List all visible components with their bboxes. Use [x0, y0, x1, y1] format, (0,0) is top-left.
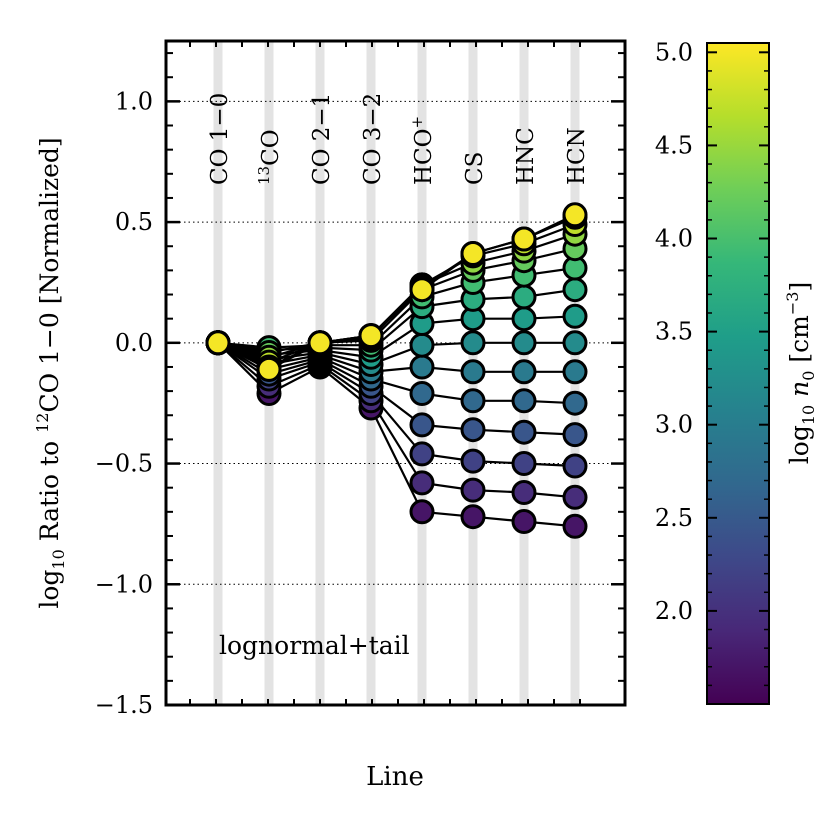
- data-point: [460, 330, 486, 356]
- category-label: HNC: [513, 127, 539, 185]
- colorbar-label: log10 n0 [cm−3]: [783, 282, 818, 464]
- data-point: [460, 417, 486, 443]
- colorbar-tick-label: 2.5: [655, 504, 693, 532]
- y-tick-label: 1.0: [115, 87, 153, 115]
- category-label: HCN: [564, 127, 590, 185]
- y-tick-label: −1.0: [95, 570, 153, 598]
- data-point: [409, 441, 435, 467]
- data-point: [460, 241, 486, 266]
- data-point: [409, 499, 435, 525]
- colorbar-tick-label: 3.5: [655, 318, 693, 346]
- data-point: [511, 284, 537, 310]
- data-point: [409, 381, 435, 406]
- data-point: [511, 509, 537, 534]
- x-axis-label: Line: [366, 762, 424, 792]
- colorbar-ticks: 2.0 2.5 3.0 3.5 4.0 4.5 5.0: [655, 38, 769, 687]
- data-point: [562, 422, 588, 448]
- data-point: [256, 356, 282, 382]
- colorbar: 2.0 2.5 3.0 3.5 4.0 4.5 5.0 log10 n0 [cm−3]: [655, 38, 818, 705]
- data-point: [511, 451, 537, 476]
- data-point: [511, 359, 537, 385]
- data-point: [460, 388, 486, 414]
- colorbar-tick-label: 5.0: [655, 38, 693, 66]
- data-point: [409, 412, 435, 438]
- y-axis-label: log10 Ratio to 12CO 1−0 [Normalized]: [33, 137, 68, 608]
- data-point: [358, 323, 384, 349]
- y-axis: 1.0 0.5 0.0 −0.5 −1.0 −1.5: [95, 41, 625, 719]
- y-axis-label-text: log10 Ratio to 12CO 1−0 [Normalized]: [33, 137, 68, 608]
- data-point: [460, 477, 486, 503]
- y-tick-label: −1.5: [95, 691, 153, 719]
- data-point: [511, 330, 537, 356]
- category-label: HCO+: [408, 116, 437, 185]
- data-point: [511, 480, 537, 505]
- plot-area: CO 1−0 13CO CO 2−1 CO 3−2 HCO+ CS HNC HCN logno…: [33, 39, 627, 792]
- data-point: [307, 330, 333, 356]
- data-point: [460, 448, 486, 474]
- plot-frame: [164, 39, 627, 707]
- data-point: [409, 470, 435, 496]
- data-point: [511, 388, 537, 414]
- data-point: [511, 306, 537, 332]
- y-tick-label: −0.5: [95, 450, 153, 478]
- data-point: [511, 226, 537, 252]
- data-point: [409, 277, 435, 303]
- data-point: [562, 277, 588, 303]
- colorbar-tick-label: 4.0: [655, 225, 693, 253]
- category-label: CS: [462, 152, 488, 185]
- colorbar-gradient: [706, 42, 770, 705]
- colorbar-tick-label: 2.0: [655, 597, 693, 625]
- data-point: [511, 419, 537, 445]
- colorbar-tick-label: 3.0: [655, 411, 693, 439]
- data-point: [460, 504, 486, 530]
- data-point: [562, 390, 588, 416]
- category-label: CO 2−1: [309, 93, 335, 185]
- data-point: [460, 359, 486, 385]
- category-label: CO 1−0: [207, 93, 233, 185]
- data-point: [562, 202, 588, 228]
- category-bar: [213, 41, 223, 705]
- category-labels: CO 1−0 13CO CO 2−1 CO 3−2 HCO+ CS HNC HCN: [207, 93, 590, 185]
- colorbar-label-text: log10 n0 [cm−3]: [783, 282, 818, 464]
- colorbar-tick-label: 4.5: [655, 131, 693, 159]
- y-tick-label: 0.0: [115, 329, 153, 357]
- data-point: [562, 453, 588, 479]
- category-label: 13CO: [255, 129, 284, 185]
- data-point: [562, 359, 588, 385]
- category-label: CO 3−2: [360, 93, 386, 185]
- data-point: [562, 330, 588, 356]
- y-tick-label: 0.5: [115, 208, 153, 236]
- data-point: [409, 354, 435, 380]
- data-point: [562, 513, 588, 539]
- annotation-label: lognormal+tail: [219, 631, 410, 660]
- data-point: [409, 332, 435, 358]
- data-point: [562, 303, 588, 329]
- series-points: [205, 202, 588, 539]
- data-point: [205, 330, 231, 356]
- data-point: [562, 484, 588, 510]
